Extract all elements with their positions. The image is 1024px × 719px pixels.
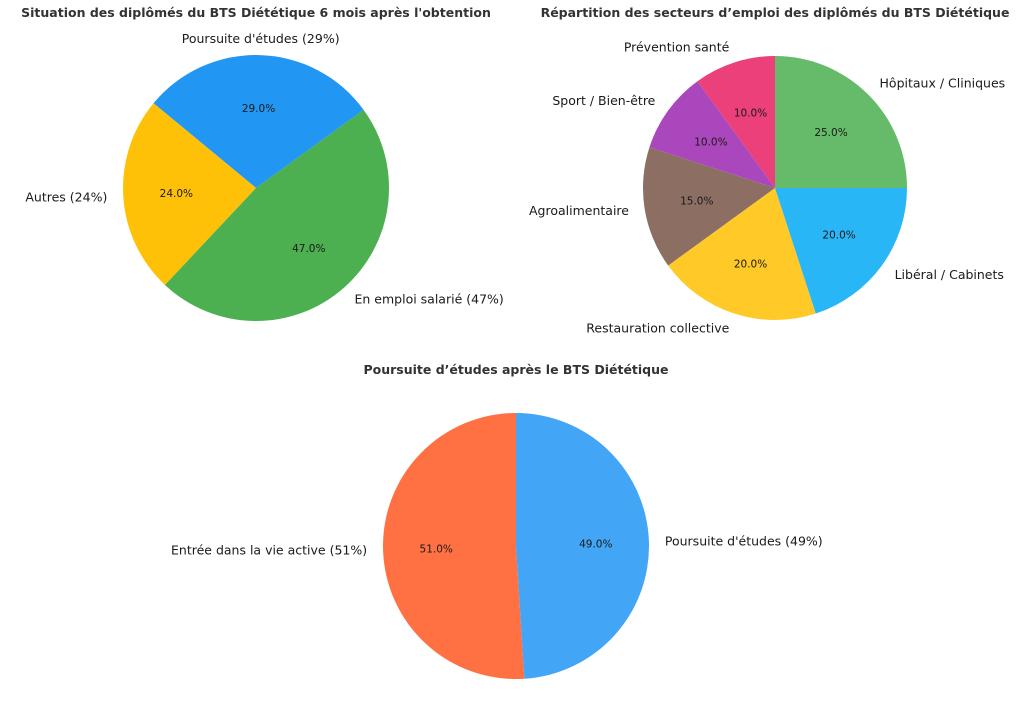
pie-percent-label: 25.0% — [814, 127, 847, 139]
chart-title-poursuite: Poursuite d’études après le BTS Diététiq… — [363, 362, 668, 377]
pie-slice-autres-24 — [123, 103, 256, 285]
pie-slice-sport-bien-etre — [649, 81, 775, 188]
chart-title-secteurs: Répartition des secteurs d’emploi des di… — [541, 5, 1010, 20]
pie-percent-label: 10.0% — [734, 108, 767, 120]
pie-category-label: Poursuite d'études (29%) — [182, 31, 340, 46]
pie-category-label: Prévention santé — [624, 39, 730, 54]
pie-slices: 29.0% Poursuite d'études (29%) 24.0% Autres… — [25, 31, 504, 322]
pie-slice-poursuite-d-etudes-49 — [516, 413, 650, 679]
pie-percent-label: 51.0% — [420, 544, 453, 556]
pie-slices: 51.0% Entrée dans la vie active (51%) 49.0… — [171, 413, 823, 679]
pie-category-label: Sport / Bien-être — [552, 93, 655, 108]
pie-category-label: Hôpitaux / Cliniques — [880, 75, 1006, 90]
pie-percent-label: 49.0% — [579, 538, 612, 550]
pie-chart-secteurs: Répartition des secteurs d’emploi des di… — [529, 5, 1009, 336]
pie-slice-hopitaux-cliniques — [775, 56, 907, 188]
pie-category-label: Autres (24%) — [25, 189, 107, 204]
pie-percent-label: 20.0% — [734, 258, 767, 270]
pie-chart-situation: Situation des diplômés du BTS Diététique… — [21, 5, 504, 322]
pie-percent-label: 47.0% — [292, 243, 325, 255]
pie-category-label: Agroalimentaire — [529, 203, 629, 218]
pie-percent-label: 10.0% — [694, 136, 727, 148]
pie-percent-label: 29.0% — [242, 103, 275, 115]
pie-percent-label: 24.0% — [160, 188, 193, 200]
pie-slice-poursuite-d-etudes-29 — [153, 54, 364, 189]
pie-slice-prevention-sante — [697, 56, 775, 188]
pie-chart-poursuite: Poursuite d’études après le BTS Diététiq… — [171, 362, 823, 679]
pie-slice-entree-dans-la-vie-active-51 — [383, 413, 525, 679]
pie-category-label: En emploi salarié (47%) — [355, 292, 504, 307]
pie-category-label: Poursuite d'études (49%) — [665, 533, 823, 548]
pie-slice-liberal-cabinets — [775, 188, 907, 314]
pie-slices: 10.0% Prévention santé 10.0% Sport / Bien-ê… — [529, 39, 1005, 335]
pie-category-label: Entrée dans la vie active (51%) — [171, 543, 367, 558]
pie-percent-label: 20.0% — [822, 230, 855, 242]
pie-slice-en-emploi-salarie-47 — [164, 109, 390, 322]
chart-title-situation: Situation des diplômés du BTS Diététique… — [21, 5, 491, 20]
pie-slice-agroalimentaire — [643, 147, 775, 266]
pie-slice-restauration-collective — [668, 188, 816, 321]
pie-category-label: Restauration collective — [586, 321, 729, 336]
pie-percent-label: 15.0% — [680, 195, 713, 207]
pie-category-label: Libéral / Cabinets — [895, 267, 1004, 282]
